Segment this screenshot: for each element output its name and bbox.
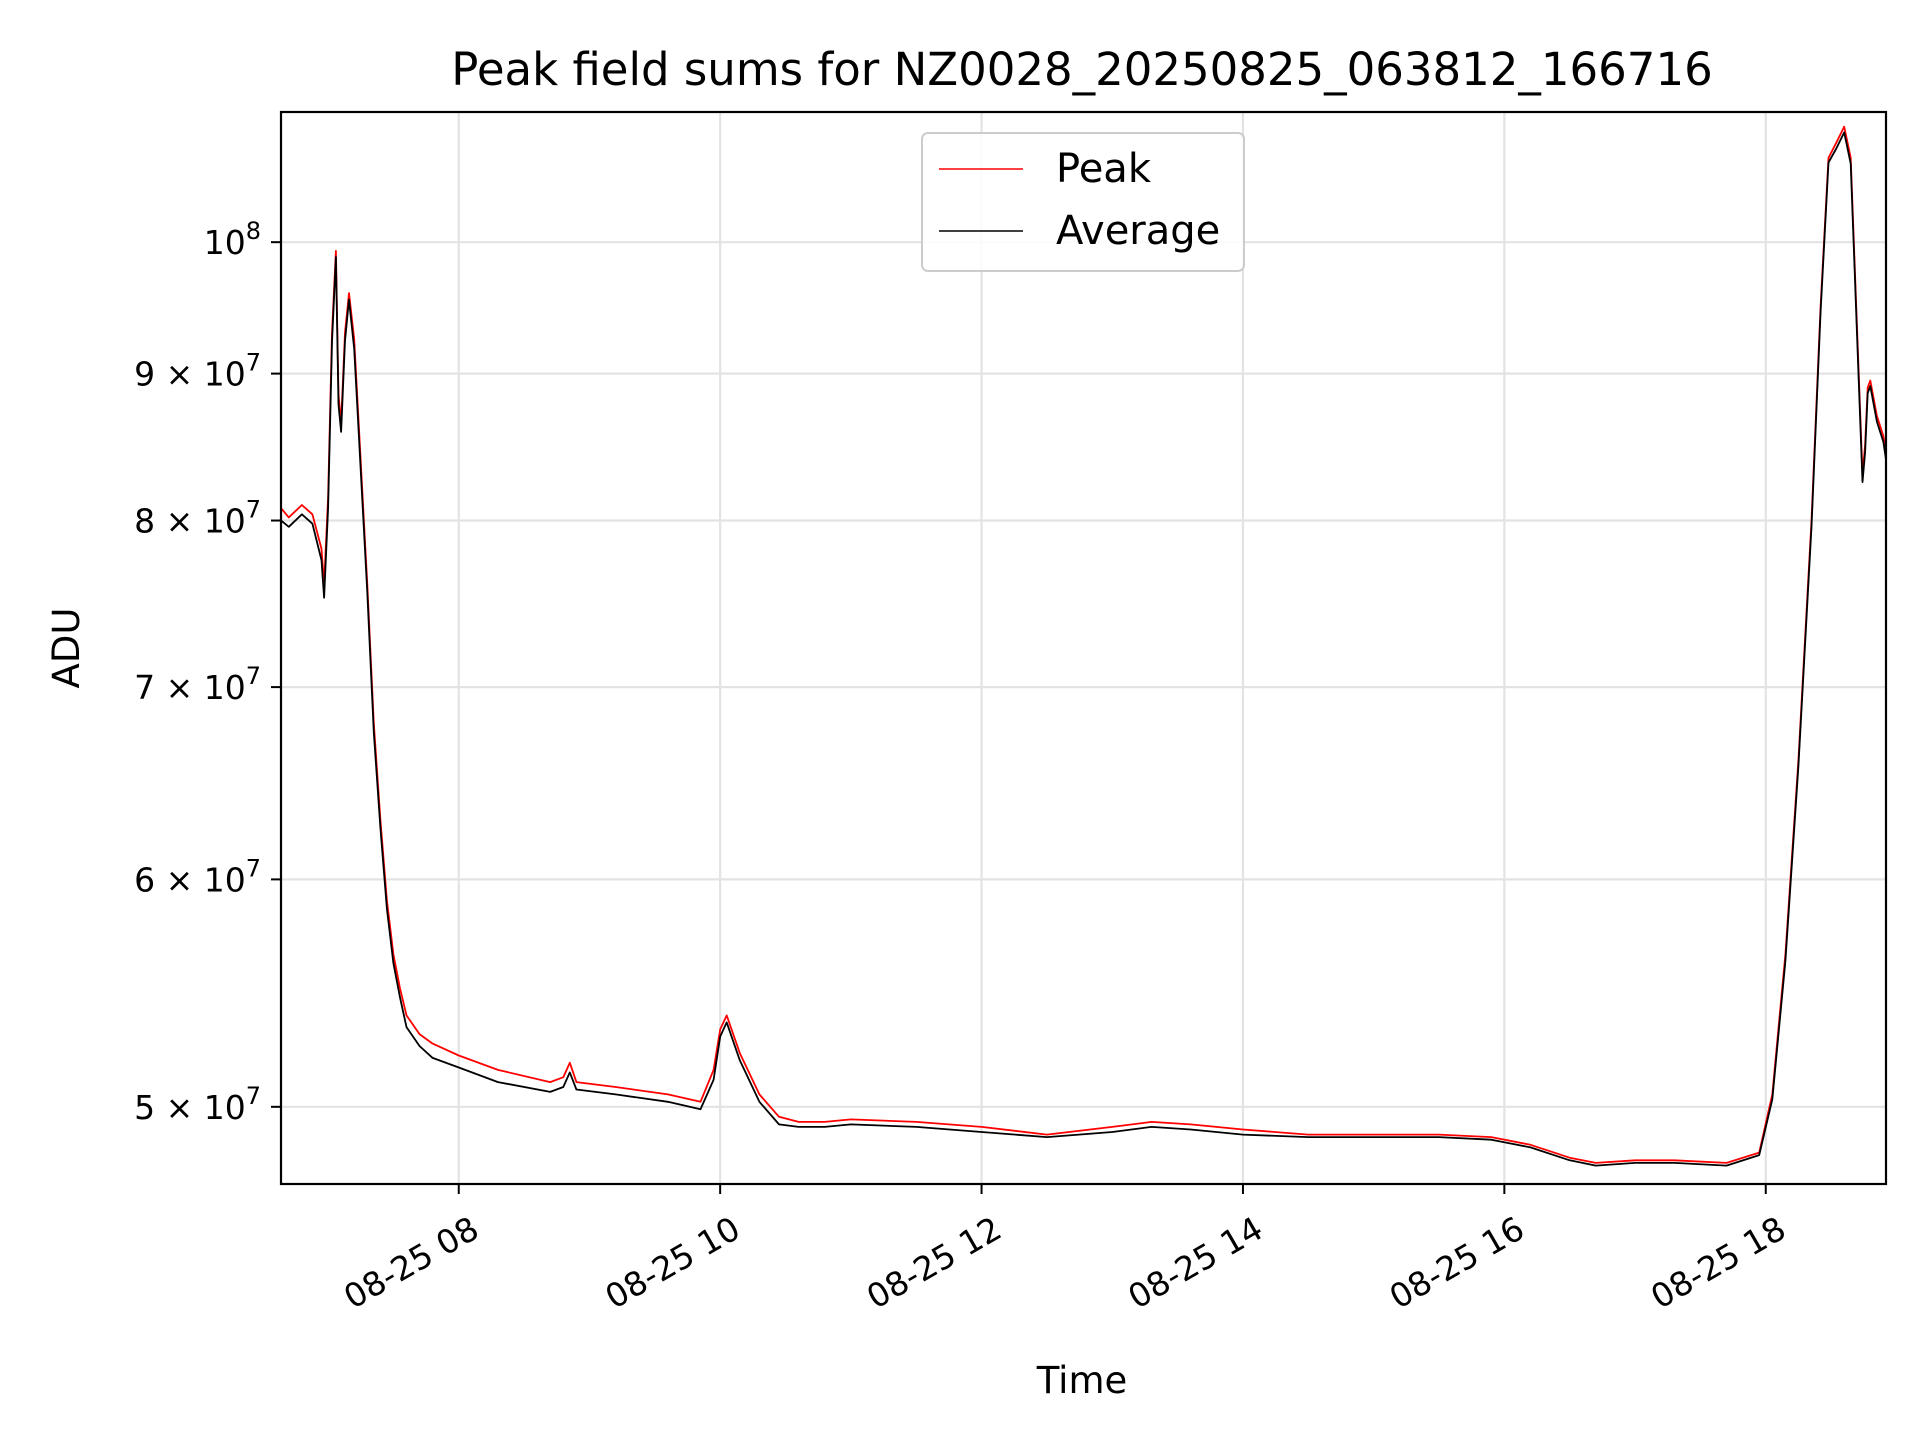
y-tick-label: 8 × 107 <box>134 496 261 541</box>
series-line-average <box>281 131 1886 1167</box>
y-tick-label: 108 <box>204 217 261 262</box>
plot-frame <box>279 110 1888 1186</box>
x-axis-label: Time <box>1036 1359 1128 1402</box>
y-tick-label: 6 × 107 <box>134 854 261 899</box>
y-tick-label: 9 × 107 <box>134 349 261 394</box>
y-tick-label: 7 × 107 <box>134 662 261 707</box>
y-tick-label: 5 × 107 <box>134 1082 261 1127</box>
series-layer <box>281 125 1886 1167</box>
grid-layer <box>281 112 1886 1184</box>
legend-label-peak: Peak <box>1056 146 1152 192</box>
legend: Peak Average <box>921 132 1245 272</box>
legend-box <box>921 132 1245 272</box>
chart-title: Peak field sums for NZ0028_20250825_0638… <box>451 43 1712 96</box>
legend-label-average: Average <box>1056 208 1220 254</box>
y-axis-label: ADU <box>45 608 88 689</box>
